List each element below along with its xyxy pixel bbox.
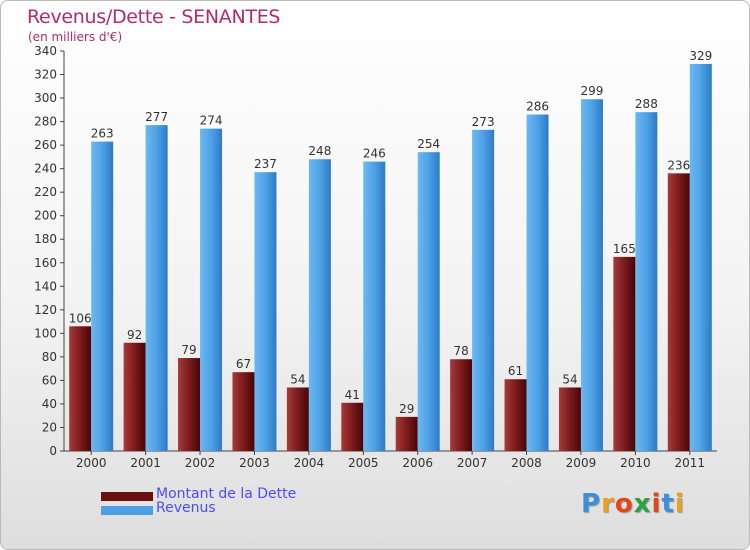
bar-debt (450, 359, 473, 451)
bar-revenus (580, 99, 603, 451)
bar-debt (69, 326, 92, 451)
bar-debt (341, 402, 364, 451)
logo-letter: o (614, 489, 634, 519)
y-tick-label: 160 (34, 256, 57, 270)
x-tick-label: 2003 (239, 456, 270, 470)
bar-revenus (145, 125, 168, 451)
y-tick-label: 200 (34, 209, 57, 223)
data-label-revenus: 273 (472, 115, 495, 129)
proxiti-logo: Proxiti (581, 489, 685, 519)
logo-letter: r (601, 489, 615, 519)
y-tick-label: 0 (49, 444, 57, 458)
bar-revenus (417, 152, 440, 452)
logo-letter: x (633, 489, 652, 519)
bar-revenus (363, 161, 386, 451)
bar-revenus (308, 159, 331, 451)
y-tick-label: 220 (34, 185, 57, 199)
data-label-revenus: 274 (200, 114, 223, 128)
x-tick-label: 2011 (675, 456, 706, 470)
x-tick-label: 2002 (185, 456, 216, 470)
x-tick-label: 2007 (457, 456, 488, 470)
x-tick-label: 2004 (294, 456, 325, 470)
data-label-revenus: 288 (635, 97, 658, 111)
data-label-revenus: 329 (689, 49, 712, 63)
bar-revenus (526, 114, 549, 451)
data-label-revenus: 237 (254, 157, 277, 171)
data-label-debt: 41 (345, 388, 360, 402)
y-tick-label: 260 (34, 138, 57, 152)
data-label-revenus: 263 (91, 127, 114, 141)
x-tick-label: 2000 (76, 456, 107, 470)
legend-swatch-revenus (101, 506, 153, 515)
data-label-debt: 54 (562, 372, 577, 386)
bar-revenus (635, 112, 658, 452)
bar-revenus (472, 129, 495, 451)
bar-revenus (689, 63, 712, 452)
y-tick-label: 140 (34, 279, 57, 293)
y-tick-label: 20 (42, 420, 57, 434)
legend-label-revenus: Revenus (156, 500, 216, 516)
data-label-revenus: 286 (526, 100, 549, 114)
logo-letter: i (674, 489, 685, 519)
bar-debt (395, 416, 418, 451)
data-label-debt: 78 (453, 344, 468, 358)
y-tick-label: 280 (34, 115, 57, 129)
legend-label-dette: Montant de la Dette (156, 486, 297, 502)
bar-debt (286, 387, 309, 451)
bar-revenus (91, 141, 114, 451)
x-tick-label: 2005 (348, 456, 379, 470)
data-label-revenus: 246 (363, 147, 386, 161)
logo-letter: i (651, 489, 662, 519)
chart-subtitle: (en milliers d'€) (28, 30, 123, 44)
data-label-debt: 92 (127, 328, 142, 342)
data-label-revenus: 277 (145, 110, 168, 124)
y-tick-label: 80 (42, 350, 57, 364)
data-label-debt: 61 (508, 364, 523, 378)
data-label-revenus: 299 (581, 84, 604, 98)
data-label-revenus: 254 (417, 137, 440, 151)
y-tick-label: 100 (34, 326, 57, 340)
bar-debt (667, 173, 690, 451)
x-tick-label: 2006 (402, 456, 433, 470)
chart-title: Revenus/Dette - SENANTES (27, 6, 281, 28)
bar-revenus (200, 128, 223, 451)
y-tick-label: 340 (34, 44, 57, 58)
data-label-debt: 165 (613, 242, 636, 256)
data-label-revenus: 248 (308, 144, 331, 158)
y-tick-label: 40 (42, 397, 57, 411)
x-tick-label: 2010 (620, 456, 651, 470)
bar-debt (558, 387, 581, 451)
data-label-debt: 29 (399, 402, 414, 416)
bar-debt (178, 358, 201, 451)
y-tick-label: 240 (34, 162, 57, 176)
data-label-debt: 54 (290, 372, 305, 386)
y-tick-label: 300 (34, 91, 57, 105)
data-label-debt: 67 (236, 357, 251, 371)
bar-debt (232, 372, 255, 451)
y-tick-label: 180 (34, 232, 57, 246)
data-label-debt: 106 (69, 311, 92, 325)
logo-letter: t (661, 489, 675, 519)
data-label-debt: 236 (667, 158, 690, 172)
x-tick-label: 2001 (130, 456, 161, 470)
bar-debt (504, 379, 527, 451)
bar-debt (123, 342, 146, 451)
y-tick-label: 60 (42, 373, 57, 387)
logo-letter: P (581, 489, 602, 519)
bar-revenus (254, 172, 277, 452)
legend-swatch-dette (101, 492, 153, 501)
x-tick-label: 2008 (511, 456, 542, 470)
bar-debt (613, 256, 636, 451)
data-label-debt: 79 (181, 343, 196, 357)
x-tick-label: 2009 (566, 456, 597, 470)
y-tick-label: 320 (34, 68, 57, 82)
y-tick-label: 120 (34, 303, 57, 317)
